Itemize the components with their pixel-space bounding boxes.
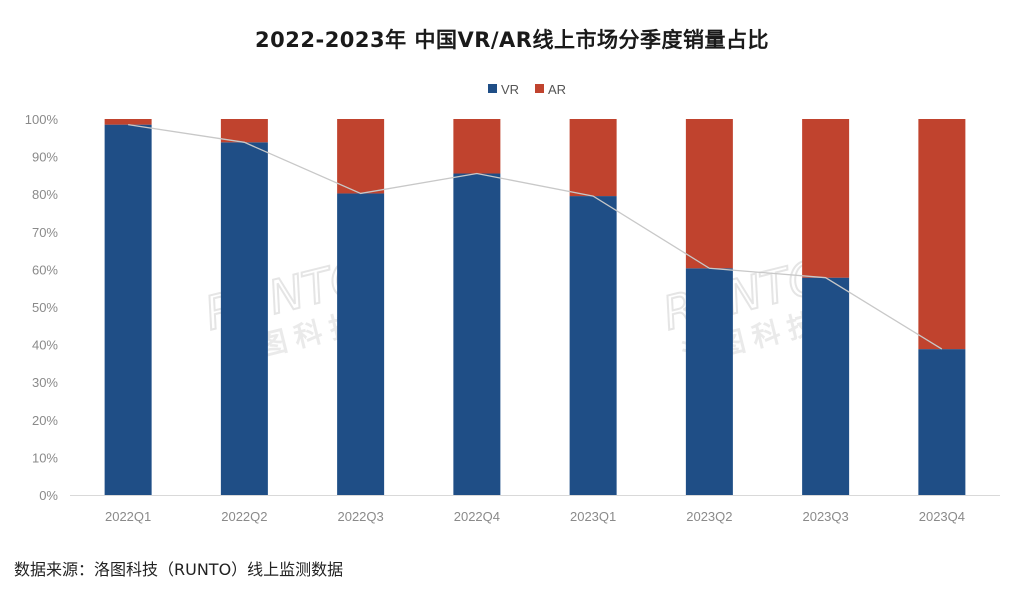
chart-title: 2022-2023年 中国VR/AR线上市场分季度销量占比 <box>255 28 769 52</box>
bar-vr-2022q2 <box>220 142 268 495</box>
trend-line-group <box>128 123 943 350</box>
bar-ar-2023q4 <box>918 119 966 350</box>
x-tick-label: 2022Q2 <box>221 509 267 524</box>
legend: VR AR <box>488 82 566 97</box>
y-tick-label: 20% <box>32 413 58 428</box>
legend-swatch-vr <box>488 84 497 93</box>
bar-ar-2022q3 <box>337 119 385 194</box>
bar-ar-2023q1 <box>569 119 617 197</box>
bar-ar-2022q2 <box>220 119 268 143</box>
bar-vr-2023q2 <box>685 268 733 495</box>
y-tick-label: 60% <box>32 262 58 277</box>
x-tick-label: 2022Q3 <box>337 509 383 524</box>
trend-line <box>128 123 943 350</box>
x-tick-label: 2023Q4 <box>919 509 965 524</box>
y-tick-label: 80% <box>32 187 58 202</box>
x-tick-label: 2023Q3 <box>802 509 848 524</box>
bar-ar-2023q2 <box>685 119 733 269</box>
bars <box>104 119 966 495</box>
y-tick-label: 0% <box>39 488 58 503</box>
bar-vr-2022q3 <box>337 193 385 495</box>
legend-label-vr: VR <box>501 82 519 97</box>
y-tick-label: 100% <box>25 112 59 127</box>
y-tick-label: 30% <box>32 375 58 390</box>
y-tick-label: 70% <box>32 225 58 240</box>
bar-ar-2022q1 <box>104 119 152 125</box>
x-axis: 2022Q1 2022Q2 2022Q3 2022Q4 2023Q1 2023Q2 2023… <box>70 495 1000 524</box>
x-tick-label: 2022Q4 <box>454 509 500 524</box>
bar-vr-2022q1 <box>104 124 152 495</box>
y-tick-label: 50% <box>32 300 58 315</box>
bar-vr-2022q4 <box>453 173 501 495</box>
y-tick-label: 10% <box>32 450 58 465</box>
bar-ar-2023q3 <box>802 119 850 278</box>
legend-swatch-ar <box>535 84 544 93</box>
x-tick-label: 2023Q2 <box>686 509 732 524</box>
y-axis: 0% 10% 20% 30% 40% 50% 60% 70% 80% 90% 100% <box>25 112 59 503</box>
bar-ar-2022q4 <box>453 119 501 174</box>
bar-vr-2023q3 <box>802 277 850 495</box>
x-tick-label: 2023Q1 <box>570 509 616 524</box>
x-tick-label: 2022Q1 <box>105 509 151 524</box>
legend-label-ar: AR <box>548 82 566 97</box>
source-note: 数据来源：洛图科技（RUNTO）线上监测数据 <box>14 560 344 579</box>
y-tick-label: 90% <box>32 150 58 165</box>
y-tick-label: 40% <box>32 338 58 353</box>
bar-vr-2023q1 <box>569 196 617 495</box>
bar-vr-2023q4 <box>918 349 966 495</box>
